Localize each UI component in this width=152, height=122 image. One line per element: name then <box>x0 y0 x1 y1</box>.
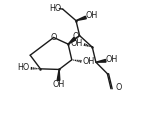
Polygon shape <box>96 59 106 62</box>
Text: O: O <box>50 33 57 42</box>
Text: O: O <box>116 83 122 92</box>
Text: O: O <box>72 31 79 41</box>
Polygon shape <box>57 69 60 80</box>
Text: OH: OH <box>82 56 94 66</box>
Text: HO: HO <box>17 63 29 72</box>
Polygon shape <box>68 37 76 44</box>
Text: OH: OH <box>86 11 98 20</box>
Text: OH: OH <box>71 39 83 48</box>
Polygon shape <box>76 16 86 21</box>
Text: HO: HO <box>49 4 61 13</box>
Text: OH: OH <box>52 80 65 89</box>
Text: OH: OH <box>105 55 118 64</box>
